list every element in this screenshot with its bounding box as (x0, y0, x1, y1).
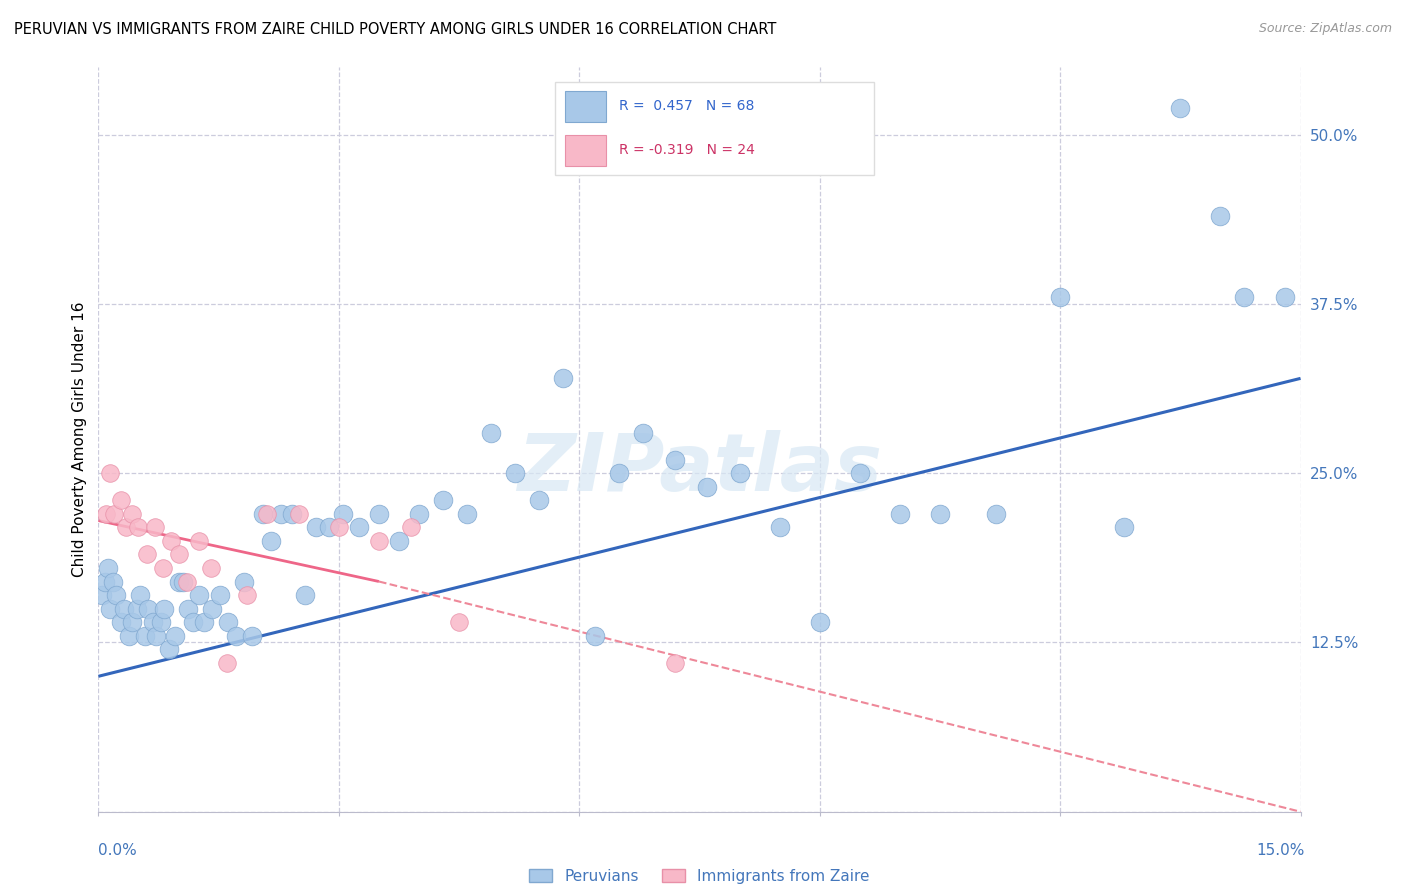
Point (281, 507, 304, 521)
Point (609, 466, 631, 480)
Point (152, 561, 174, 575)
Point (125, 601, 148, 615)
Point (479, 425, 502, 440)
Point (240, 629, 263, 643)
Point (318, 520, 340, 534)
Point (187, 533, 209, 548)
Point (984, 507, 1007, 521)
Point (149, 615, 172, 629)
Point (167, 574, 190, 589)
Point (388, 533, 411, 548)
Point (328, 520, 350, 534)
Legend: Peruvians, Immigrants from Zaire: Peruvians, Immigrants from Zaire (523, 863, 876, 889)
Point (134, 629, 156, 643)
Point (368, 533, 391, 548)
Point (143, 520, 166, 534)
Point (121, 615, 143, 629)
Point (347, 520, 370, 534)
Point (215, 656, 238, 670)
Point (233, 574, 256, 589)
Text: 15.0%: 15.0% (1257, 843, 1305, 857)
Point (225, 629, 247, 643)
Point (181, 615, 204, 629)
Point (201, 601, 224, 615)
Point (193, 615, 215, 629)
Point (408, 507, 430, 521)
Text: 0.0%: 0.0% (98, 843, 138, 857)
Point (235, 588, 257, 602)
Point (294, 588, 316, 602)
Point (808, 615, 831, 629)
Point (101, 574, 124, 589)
Point (432, 493, 454, 508)
Y-axis label: Child Poverty Among Girls Under 16: Child Poverty Among Girls Under 16 (72, 301, 87, 577)
Point (1209, 209, 1232, 223)
Point (456, 507, 478, 521)
Point (97, 561, 120, 575)
Point (112, 601, 135, 615)
Point (332, 507, 354, 521)
Text: ZIPatlas: ZIPatlas (517, 430, 882, 508)
Point (100, 601, 122, 615)
Point (503, 466, 526, 480)
Point (1274, 290, 1296, 304)
Point (91, 588, 114, 602)
Point (159, 533, 181, 548)
Point (768, 520, 790, 534)
Point (163, 629, 186, 643)
Point (145, 629, 167, 643)
Point (176, 574, 198, 589)
Point (200, 561, 222, 575)
Point (157, 642, 180, 657)
Point (167, 548, 190, 562)
Point (94, 574, 117, 589)
Point (633, 425, 655, 440)
Point (217, 615, 239, 629)
Point (696, 480, 718, 494)
Point (121, 507, 143, 521)
Point (100, 466, 122, 480)
Point (1170, 101, 1192, 115)
Text: PERUVIAN VS IMMIGRANTS FROM ZAIRE CHILD POVERTY AMONG GIRLS UNDER 16 CORRELATION: PERUVIAN VS IMMIGRANTS FROM ZAIRE CHILD … (14, 22, 776, 37)
Point (118, 629, 141, 643)
Point (529, 493, 551, 508)
Point (929, 507, 952, 521)
Point (583, 629, 606, 643)
Point (270, 507, 292, 521)
Point (260, 533, 283, 548)
Point (1114, 520, 1136, 534)
Point (96, 507, 118, 521)
Point (110, 615, 132, 629)
Point (1233, 290, 1256, 304)
Point (153, 601, 176, 615)
Point (209, 588, 232, 602)
Point (110, 493, 132, 508)
Point (664, 656, 686, 670)
Point (849, 466, 872, 480)
Point (368, 507, 391, 521)
Point (305, 520, 328, 534)
Point (399, 520, 422, 534)
Point (103, 507, 125, 521)
Point (256, 507, 278, 521)
Point (142, 615, 165, 629)
Point (105, 588, 128, 602)
Point (553, 371, 575, 385)
Point (187, 588, 209, 602)
Point (115, 520, 138, 534)
Point (128, 520, 150, 534)
Point (728, 466, 751, 480)
Point (177, 601, 200, 615)
Point (136, 601, 159, 615)
Text: Source: ZipAtlas.com: Source: ZipAtlas.com (1258, 22, 1392, 36)
Point (252, 507, 274, 521)
Point (129, 588, 152, 602)
Point (1049, 290, 1071, 304)
Point (172, 574, 194, 589)
Point (287, 507, 309, 521)
Point (889, 507, 911, 521)
Point (664, 452, 686, 467)
Point (135, 548, 157, 562)
Point (447, 615, 470, 629)
